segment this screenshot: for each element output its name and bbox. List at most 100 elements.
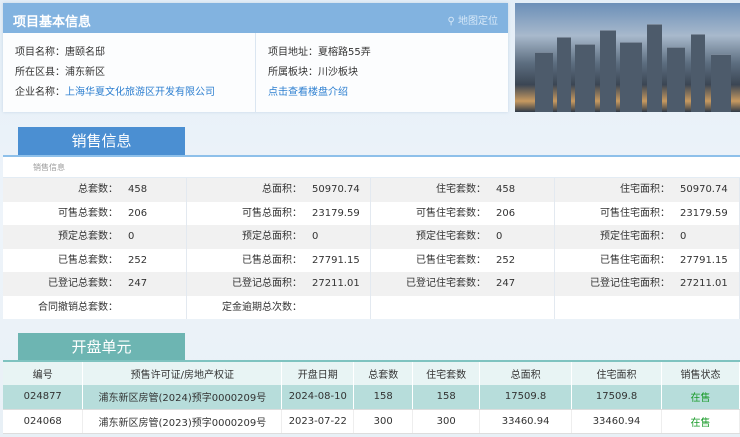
table-cell: 33460.94	[571, 409, 663, 434]
table-cell: 浦东新区房管(2024)预字0000209号	[82, 385, 283, 410]
column-header: 开盘日期	[281, 362, 355, 385]
info-right: 项目地址：夏榕路55弄 所属板块：川沙板块 点击查看楼盘介绍	[255, 33, 508, 112]
table-cell: 158	[353, 385, 414, 410]
sales-label: 定金逾期总次数：	[222, 301, 302, 313]
sales-label: 可售住宅套数：	[416, 207, 486, 219]
sales-cell: 住宅面积： 50970.74	[555, 178, 740, 202]
sales-cell: 已登记住宅套数： 247	[371, 272, 555, 296]
sales-cell: 可售总面积： 23179.59	[187, 201, 371, 225]
table-cell: 17509.8	[571, 385, 663, 410]
sales-cell: 已登记住宅面积： 27211.01	[555, 272, 740, 296]
sales-cell: 预定总套数： 0	[3, 225, 187, 249]
sales-label: 已售总面积：	[242, 254, 302, 266]
sales-subtitle: 销售信息	[3, 157, 740, 178]
table-cell: 2024-08-10	[281, 385, 355, 410]
sales-label: 预定总面积：	[242, 231, 302, 242]
info-row: 所在区县：浦东新区	[15, 67, 105, 78]
map-pin-icon: ⚲	[447, 16, 458, 27]
panel-header: 项目基本信息 ⚲ 地图定位	[3, 3, 508, 33]
project-intro-link[interactable]: 点击查看楼盘介绍	[268, 87, 348, 98]
sales-row: 已登记总套数： 247 已登记总面积： 27211.01 已登记住宅套数： 247 已登记住…	[3, 272, 740, 296]
sales-label: 合同撤销总套数：	[38, 301, 118, 313]
company-link[interactable]: 上海华夏文化旅游区开发有限公司	[65, 87, 215, 98]
sales-value: 0	[496, 231, 503, 242]
sales-label: 已售总套数：	[58, 254, 118, 266]
sales-value: 50970.74	[680, 184, 728, 195]
sales-label	[555, 296, 670, 320]
table-cell: 浦东新区房管(2023)预字0000209号	[82, 409, 283, 434]
sales-value: 27211.01	[680, 278, 728, 289]
sales-value: 23179.59	[680, 207, 728, 219]
sales-cell: 已售住宅面积： 27791.15	[555, 248, 740, 272]
status-badge: 在售	[661, 385, 740, 410]
project-info-panel: 项目基本信息 ⚲ 地图定位 项目名称：唐颐名邸 所在区县：浦东新区 企业名称：上…	[3, 3, 508, 112]
sales-label: 可售总套数：	[58, 207, 118, 219]
sales-value: 206	[496, 207, 516, 219]
sales-value: 27211.01	[312, 278, 360, 289]
sales-cell: 总面积： 50970.74	[187, 178, 371, 202]
sales-label: 预定住宅面积：	[600, 231, 670, 242]
table-row[interactable]: 024068 浦东新区房管(2023)预字0000209号 2023-07-22 30…	[3, 409, 740, 434]
tab-open-units[interactable]: 开盘单元	[18, 333, 185, 361]
sales-label: 预定住宅套数：	[416, 231, 486, 242]
sales-cell: 合同撤销总套数：	[3, 295, 187, 319]
sales-cell: 可售住宅面积： 23179.59	[555, 201, 740, 225]
sales-label: 总套数：	[78, 184, 118, 195]
sales-info-table: 销售信息 总套数： 458 总面积： 50970.74 住宅套数： 458 住宅面积： 509…	[3, 157, 740, 319]
sales-value: 458	[496, 184, 516, 195]
sales-label: 已登记总套数：	[48, 278, 118, 289]
column-header: 预售许可证/房地产权证	[82, 362, 283, 385]
sales-value	[302, 296, 312, 320]
sales-cell: 住宅套数： 458	[371, 178, 555, 202]
table-cell: 300	[412, 409, 481, 434]
sales-value: 252	[128, 254, 148, 266]
sales-cell: 已售住宅套数： 252	[371, 248, 555, 272]
column-header: 总套数	[353, 362, 414, 385]
sales-row: 已售总套数： 252 已售总面积： 27791.15 已售住宅套数： 252 已售住宅面积：…	[3, 248, 740, 272]
sales-cell: 已售总套数： 252	[3, 248, 187, 272]
sales-cell: 已登记总套数： 247	[3, 272, 187, 296]
sales-label	[371, 296, 486, 320]
map-location-link[interactable]: ⚲ 地图定位	[447, 16, 498, 27]
sales-value: 247	[128, 278, 148, 289]
info-row: 所属板块：川沙板块	[268, 67, 358, 78]
sales-value: 206	[128, 207, 148, 219]
sales-value: 0	[128, 231, 135, 242]
sales-cell	[371, 295, 555, 320]
open-units-table: 编号 预售许可证/房地产权证 开盘日期 总套数 住宅套数 总面积 住宅面积 销售状态 0248…	[3, 362, 740, 434]
sales-value	[486, 296, 496, 320]
panel-title: 项目基本信息	[13, 15, 92, 30]
sales-label: 预定总套数：	[58, 231, 118, 242]
table-cell: 17509.8	[479, 385, 573, 410]
column-header: 编号	[3, 362, 84, 385]
sales-value: 23179.59	[312, 207, 360, 219]
sales-value: 27791.15	[680, 254, 728, 266]
sales-label: 已售住宅套数：	[416, 254, 486, 266]
sales-value: 27791.15	[312, 254, 360, 266]
sales-value: 0	[312, 231, 319, 242]
sales-cell: 已售总面积： 27791.15	[187, 248, 371, 272]
sales-value	[670, 296, 680, 320]
table-cell: 2023-07-22	[281, 409, 355, 434]
sales-value: 0	[680, 231, 687, 242]
sales-label: 已登记总面积：	[232, 278, 302, 289]
status-badge: 在售	[661, 409, 740, 434]
sales-row: 合同撤销总套数： 定金逾期总次数：	[3, 295, 740, 320]
column-header: 总面积	[479, 362, 573, 385]
sales-row: 总套数： 458 总面积： 50970.74 住宅套数： 458 住宅面积： 50970.74	[3, 178, 740, 202]
table-cell: 024068	[3, 409, 84, 434]
sales-value: 247	[496, 278, 516, 289]
column-header: 住宅套数	[412, 362, 481, 385]
tab-sales-info[interactable]: 销售信息	[18, 127, 185, 155]
table-cell: 024877	[3, 385, 84, 410]
sales-cell: 已登记总面积： 27211.01	[187, 272, 371, 296]
sales-label: 可售总面积：	[242, 207, 302, 219]
sales-row: 预定总套数： 0 预定总面积： 0 预定住宅套数： 0 预定住宅面积： 0	[3, 225, 740, 249]
sales-value: 50970.74	[312, 184, 360, 195]
sales-cell: 可售住宅套数： 206	[371, 201, 555, 225]
table-cell: 158	[412, 385, 481, 410]
table-cell: 33460.94	[479, 409, 573, 434]
sales-cell: 可售总套数： 206	[3, 201, 187, 225]
sales-label: 已登记住宅套数：	[406, 278, 486, 289]
table-row[interactable]: 024877 浦东新区房管(2024)预字0000209号 2024-08-10 15…	[3, 385, 740, 410]
